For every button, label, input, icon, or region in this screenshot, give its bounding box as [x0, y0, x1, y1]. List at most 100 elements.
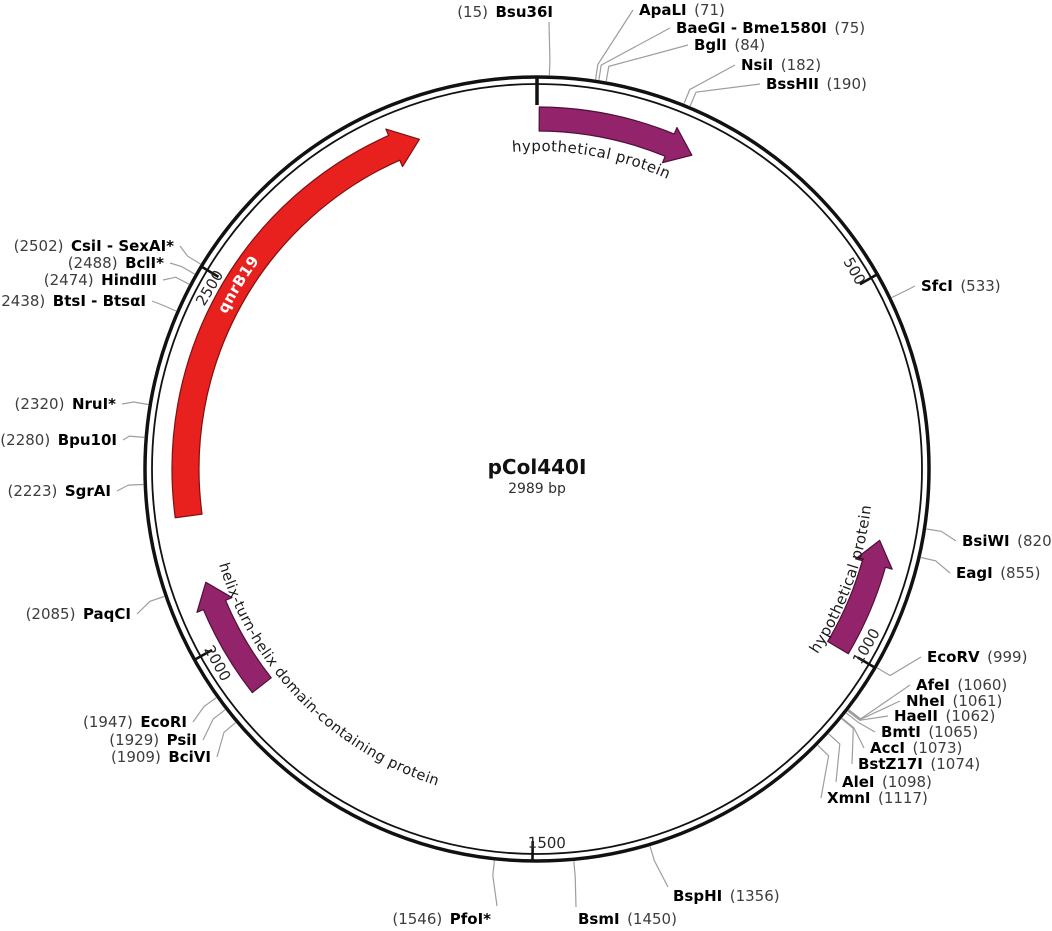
site-connector [151, 300, 177, 312]
restriction-site-BsmI[interactable]: BsmI (1450) [573, 861, 677, 928]
site-label[interactable]: (2474) HindIII [44, 271, 157, 289]
restriction-site-EcoRI[interactable]: (1947) EcoRI [83, 697, 217, 731]
site-connector [179, 245, 201, 265]
site-label[interactable]: AccI (1073) [870, 739, 962, 757]
feature-arrow-hyp1[interactable] [538, 106, 693, 164]
site-label[interactable]: BsiWI (820) [962, 532, 1052, 550]
site-label[interactable]: (1909) BciVI [111, 748, 211, 766]
site-connector [683, 64, 736, 104]
site-label[interactable]: (1947) EcoRI [83, 713, 187, 731]
restriction-site-NsiI[interactable]: NsiI (182) [683, 56, 821, 104]
site-connector [573, 861, 577, 908]
site-connector [828, 733, 841, 783]
site-label[interactable]: BsmI (1450) [578, 910, 677, 928]
restriction-site-BtsI-BtsαI[interactable]: (2438) BtsI - BtsαI [0, 292, 177, 312]
site-label[interactable]: BmtI (1065) [881, 723, 978, 741]
restriction-site-NruI[interactable]: (2320) NruI* [15, 395, 149, 413]
feature-arrow-qnrB19[interactable] [171, 128, 421, 519]
restriction-site-PfoI[interactable]: (1546) PfoI* [392, 860, 498, 928]
site-label[interactable]: (2488) BclI* [68, 254, 164, 272]
restriction-site-HindIII[interactable]: (2474) HindIII [44, 271, 190, 289]
site-label[interactable]: AleI (1098) [842, 773, 932, 791]
site-connector [920, 556, 951, 574]
restriction-site-SgrAI[interactable]: (2223) SgrAI [7, 482, 144, 500]
restriction-site-HaeII[interactable]: HaeII (1062) [847, 707, 996, 725]
restriction-site-Bsu36I[interactable]: (15) Bsu36I [457, 3, 553, 76]
restriction-site-SfcI[interactable]: SfcI (533) [891, 277, 1001, 299]
site-label[interactable]: (2438) BtsI - BtsαI [0, 292, 146, 310]
site-label[interactable]: HaeII (1062) [894, 707, 995, 725]
site-label[interactable]: ApaLI (71) [639, 1, 725, 19]
tick-label-1500: 1500 [528, 834, 566, 852]
site-label[interactable]: (2280) Bpu10I [0, 431, 117, 449]
site-label[interactable]: (2223) SgrAI [7, 482, 111, 500]
restriction-site-AccI[interactable]: AccI (1073) [841, 717, 962, 757]
site-connector [649, 846, 669, 888]
plasmid-length: 2989 bp [508, 481, 566, 497]
restriction-site-ApaLI[interactable]: ApaLI (71) [595, 1, 725, 80]
site-label[interactable]: (15) Bsu36I [457, 3, 553, 21]
site-connector [202, 709, 226, 741]
site-connector [817, 744, 830, 799]
site-connector [162, 276, 190, 285]
restriction-site-BsiWI[interactable]: BsiWI (820) [926, 528, 1052, 550]
site-connector [598, 27, 671, 80]
site-connector [548, 21, 551, 76]
restriction-site-EcoRV[interactable]: EcoRV (999) [876, 648, 1027, 677]
site-connector [848, 700, 901, 721]
restriction-site-BaeGI-Bme1580I[interactable]: BaeGI - Bme1580I (75) [598, 19, 865, 80]
restriction-site-BglI[interactable]: BglI (84) [605, 36, 765, 82]
site-label[interactable]: AfeI (1060) [916, 676, 1007, 694]
restriction-site-NheI[interactable]: NheI (1061) [848, 692, 1002, 721]
site-connector [605, 44, 689, 82]
site-label[interactable]: NsiI (182) [741, 56, 821, 74]
restriction-site-XmnI[interactable]: XmnI (1117) [817, 744, 928, 807]
site-label[interactable]: EcoRV (999) [927, 648, 1027, 666]
restriction-site-BspHI[interactable]: BspHI (1356) [649, 846, 780, 905]
restriction-site-Bpu10I[interactable]: (2280) Bpu10I [0, 431, 145, 449]
site-connector [891, 285, 916, 299]
site-label[interactable]: BstZ17I (1074) [858, 755, 980, 773]
tick-mark [859, 272, 879, 286]
restriction-site-PsiI[interactable]: (1929) PsiI [109, 709, 226, 749]
site-label[interactable]: NheI (1061) [906, 692, 1002, 710]
site-connector [216, 722, 236, 758]
site-connector [492, 860, 498, 907]
site-label[interactable]: (2502) CsiI - SexAI* [14, 237, 175, 255]
restriction-site-BciVI[interactable]: (1909) BciVI [111, 722, 236, 766]
site-label[interactable]: BssHII (190) [766, 75, 867, 93]
restriction-site-BstZ17I[interactable]: BstZ17I (1074) [841, 718, 981, 773]
tick-mark [193, 648, 213, 662]
site-connector [136, 595, 165, 615]
site-connector [595, 9, 634, 80]
site-label[interactable]: BspHI (1356) [673, 887, 780, 905]
tick-mark [199, 264, 220, 278]
site-label[interactable]: EagI (855) [956, 564, 1041, 582]
feature-arrow-hyp2[interactable] [827, 539, 893, 655]
site-connector [689, 83, 761, 107]
site-connector [116, 483, 144, 492]
restriction-site-AleI[interactable]: AleI (1098) [828, 733, 932, 791]
site-connector [122, 435, 145, 441]
restriction-site-BssHII[interactable]: BssHII (190) [689, 75, 867, 107]
site-label[interactable]: XmnI (1117) [827, 789, 928, 807]
restriction-site-BclI[interactable]: (2488) BclI* [68, 254, 195, 275]
site-label[interactable]: (1929) PsiI [109, 731, 197, 749]
restriction-site-CsiI-SexAI[interactable]: (2502) CsiI - SexAI* [14, 237, 201, 265]
restriction-site-PaqCI[interactable]: (2085) PaqCI [26, 595, 165, 624]
site-label[interactable]: BglI (84) [694, 36, 765, 54]
site-connector [926, 528, 957, 542]
site-label[interactable]: (1546) PfoI* [392, 910, 491, 928]
site-label[interactable]: (2085) PaqCI [26, 605, 131, 623]
plasmid-title: pCol440I [488, 455, 587, 479]
site-connector [876, 656, 922, 677]
site-label[interactable]: SfcI (533) [921, 277, 1001, 295]
site-label[interactable]: BaeGI - Bme1580I (75) [676, 19, 865, 37]
restriction-site-BmtI[interactable]: BmtI (1065) [845, 712, 978, 741]
feature-arrow-hth[interactable] [196, 581, 272, 694]
site-label[interactable]: (2320) NruI* [15, 395, 117, 413]
restriction-site-EagI[interactable]: EagI (855) [920, 556, 1041, 583]
